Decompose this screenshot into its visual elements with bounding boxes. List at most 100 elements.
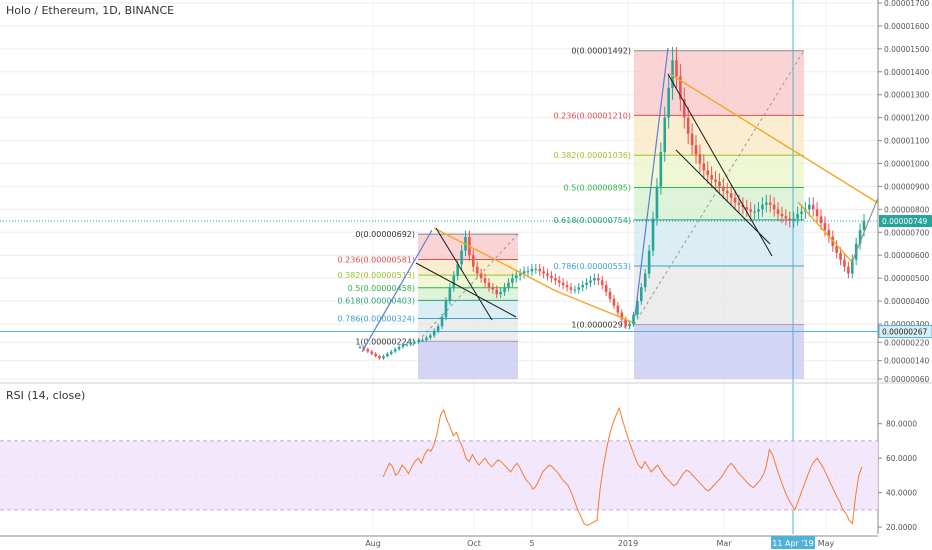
fib-right-band [634,265,804,325]
candle-body [745,207,749,210]
candle-body [401,344,405,347]
candle-body [460,250,463,265]
trend-line [851,197,879,263]
candle-body [600,280,604,285]
candle-body [647,250,651,274]
candle-body [374,353,377,357]
candle-body [761,204,764,210]
support-price-label: 0.00000267 [882,328,928,337]
candle-body [682,99,686,118]
candle-body [655,186,659,219]
candle-body [679,76,682,100]
fib-right-band [634,219,804,266]
move-arrow [361,229,433,353]
candle-body [546,273,549,276]
candle-body [702,163,706,171]
time-tick-label: May [818,539,835,548]
candle-body [425,337,428,341]
candle-body [858,229,862,244]
price-tick-label: 0.00001000 [884,159,930,168]
candle-body [589,280,592,283]
candle-body [772,204,776,210]
candle-body [452,275,456,288]
candle-body [847,266,850,274]
candle-body [722,186,725,191]
price-tick-label: 0.00000500 [884,274,930,283]
candle-body [788,218,792,221]
candle-body [577,287,581,290]
candle-body [757,209,760,212]
price-tick-label: 0.00000220 [884,338,930,347]
candle-body [663,117,667,153]
candle-body [733,197,737,203]
rsi-tick-label: 40.0000 [886,489,917,498]
wedge-line [667,73,773,257]
candle-body [636,301,639,315]
candle-body [616,305,620,313]
fib-left-lower-zone [418,341,518,379]
candle-body [413,342,416,344]
time-tick-label: 11 Apr '19 [772,539,813,548]
fib-left-level-label: 0.382(0.00000513) [338,271,416,280]
candle-body [628,323,631,327]
price-tick-label: 0.00000060 [884,375,930,384]
candle-body [686,117,690,134]
candle-body [405,344,409,346]
candle-body [819,216,823,224]
candle-body [640,287,643,302]
candle-body [472,255,475,267]
candle-body [511,278,514,283]
candle-body [432,330,436,336]
candle-body [643,273,647,288]
candle-body [608,291,612,299]
candle-body [667,87,670,118]
candle-body [811,204,815,210]
candle-body [386,353,389,357]
candle-body [522,271,526,274]
fib-left-level-label: 0.618(0.00000403) [338,296,416,305]
candle-body [597,278,600,281]
fib-left-level-label: 0.786(0.00000324) [338,314,416,323]
candle-body [765,202,768,205]
candle-body [808,204,811,210]
candle-body [487,282,491,288]
candle-body [397,346,401,350]
candle-body [593,278,596,281]
candle-body [421,340,424,342]
rsi-tick-label: 60.0000 [886,454,917,463]
time-tick-label: 5 [529,539,534,548]
price-tick-label: 0.00000400 [884,297,930,306]
last-price-label: 0.00000749 [882,217,928,226]
candle-body [456,264,459,276]
candle-body [483,278,487,283]
candle-body [792,218,795,221]
candle-body [554,278,557,281]
candle-body [358,346,362,348]
candle-body [675,60,678,77]
chart-title: Holo / Ethereum, 1D, BINANCE [6,4,175,17]
candle-body [718,181,721,187]
candle-body [624,319,627,327]
price-tick-label: 0.00001300 [884,91,930,100]
fib-right-level-label: 1(0.00000297) [571,321,631,330]
candle-body [393,349,397,352]
fib-right-lower-zone [634,324,804,379]
candle-body [612,298,616,306]
candle-body [479,273,483,279]
candle-body [714,179,717,182]
candle-body [768,202,772,205]
candle-body [448,287,452,302]
fib-left-band [418,234,518,260]
price-tick-label: 0.00000140 [884,357,930,366]
candle-body [753,211,756,213]
candle-body [780,213,784,217]
fib-right-band [634,50,804,116]
price-tick-label: 0.00001500 [884,45,930,54]
price-tick-label: 0.00000600 [884,251,930,260]
fib-right-level-label: 0.382(0.00001036) [554,151,632,160]
candle-body [651,218,655,251]
candle-body [725,191,729,194]
wedge-line [435,227,493,321]
candle-body [491,287,495,290]
